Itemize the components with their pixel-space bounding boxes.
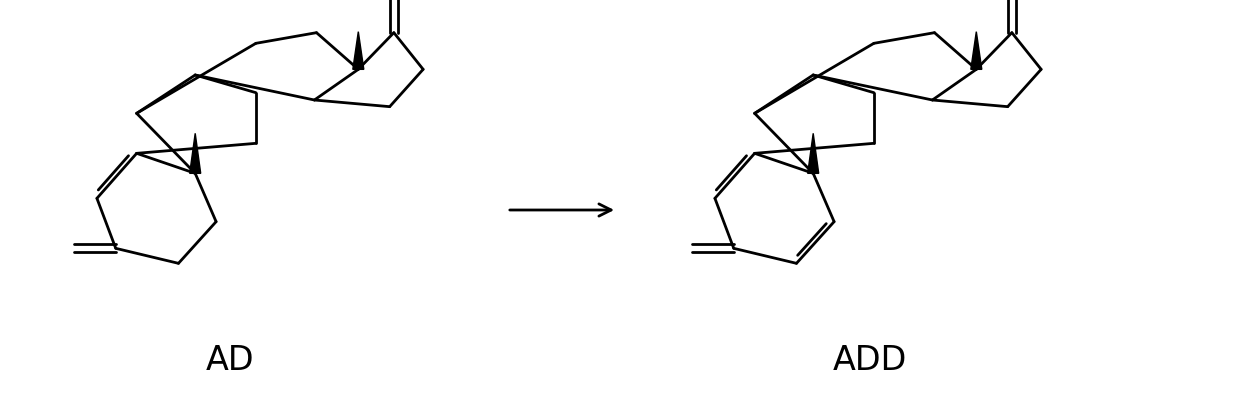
Polygon shape (807, 133, 818, 173)
Text: ADD: ADD (833, 343, 908, 376)
Polygon shape (190, 133, 201, 173)
Polygon shape (971, 32, 982, 69)
Text: AD: AD (206, 343, 254, 376)
Polygon shape (353, 32, 363, 69)
